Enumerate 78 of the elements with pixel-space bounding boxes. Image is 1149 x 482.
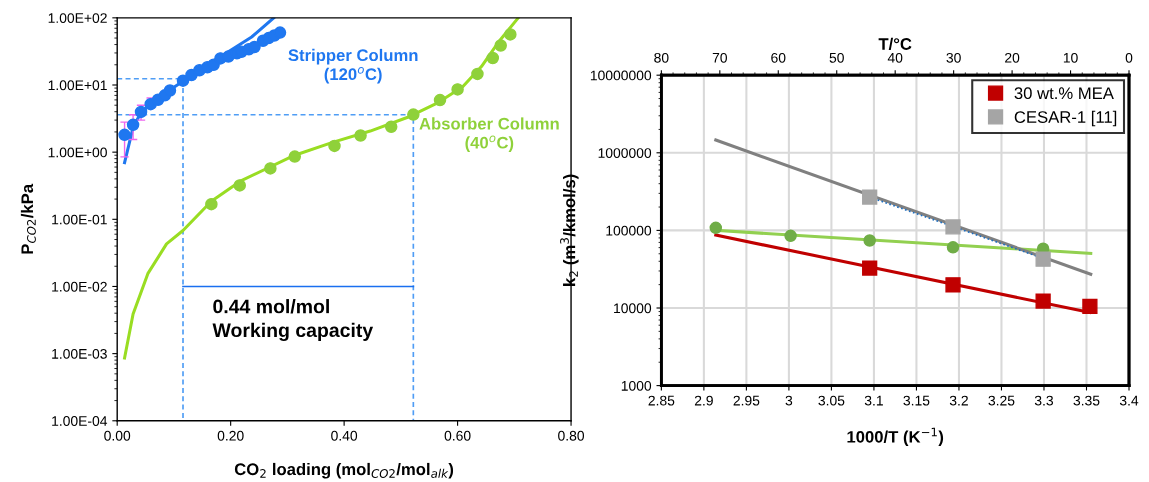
y-axis-title: P$_{CO2}$/kPa xyxy=(20,183,36,254)
point xyxy=(862,260,878,276)
y-tick-label: 1.00E+00 xyxy=(48,147,107,158)
y-tick-label: 1.00E+02 xyxy=(48,13,107,23)
point xyxy=(273,26,287,39)
point xyxy=(451,83,464,96)
point xyxy=(433,93,447,107)
y-tick-label: 10000 xyxy=(614,303,652,314)
x2-tick-label: 70 xyxy=(712,52,727,63)
x2-axis-title: T/°C xyxy=(878,37,912,51)
point xyxy=(945,277,961,293)
point xyxy=(504,28,517,41)
point xyxy=(264,162,277,175)
x2-tick-label: 40 xyxy=(887,52,903,63)
y-tick-label: 10000000 xyxy=(590,70,652,81)
point xyxy=(126,118,140,132)
x-tick-label: 3.2 xyxy=(949,395,968,406)
point xyxy=(784,229,797,243)
legend-label: CESAR-1 [11] xyxy=(1014,110,1117,127)
x-tick-label: 0.00 xyxy=(104,430,131,441)
point xyxy=(945,219,961,235)
y-tick-label: 1.00E+01 xyxy=(48,80,107,91)
y-tick-label: 1000 xyxy=(621,380,652,391)
x-tick-label: 3.15 xyxy=(903,395,930,406)
x-tick-label: 3.1 xyxy=(864,395,883,406)
x-axis-title: 1000/T (K$^{−1}$) xyxy=(847,427,944,447)
x2-tick-label: 20 xyxy=(1005,52,1020,63)
point xyxy=(407,108,420,121)
point xyxy=(1035,251,1051,267)
series-label: Absorber Column (40$^{o}$C) xyxy=(419,117,559,152)
x-tick-label: 2.85 xyxy=(648,395,675,406)
y-tick-label: 100000 xyxy=(606,225,652,236)
x-tick-label: 0.80 xyxy=(558,430,585,441)
point xyxy=(471,67,484,81)
y-tick-label: 1.00E-01 xyxy=(52,214,107,225)
point xyxy=(384,120,398,133)
point xyxy=(709,221,723,235)
x2-tick-label: 30 xyxy=(946,52,961,63)
point xyxy=(328,139,341,153)
x-tick-label: 2.95 xyxy=(733,395,760,406)
point xyxy=(233,179,246,192)
x-tick-label: 3.3 xyxy=(1034,395,1054,406)
y-tick-label: 1.00E-02 xyxy=(52,281,107,292)
x-axis-title: CO$_{2}$ loading (mol$_{CO2}$/mol$_{alk}$) xyxy=(234,462,454,479)
x2-tick-label: 10 xyxy=(1063,52,1078,63)
y-tick-label: 1.00E-03 xyxy=(52,348,107,359)
y-tick-label: 1000000 xyxy=(598,148,652,158)
x-tick-label: 0.40 xyxy=(331,430,358,441)
annotation: 0.44 mol/mol Working capacity xyxy=(212,299,374,342)
x-tick-label: 2.9 xyxy=(694,395,713,406)
x-tick-label: 3.35 xyxy=(1073,395,1100,406)
point xyxy=(163,84,177,97)
x-tick-label: 3.05 xyxy=(818,395,845,406)
x-tick-label: 0.20 xyxy=(217,430,244,441)
point xyxy=(1035,293,1051,309)
x-tick-label: 3 xyxy=(785,395,793,406)
point xyxy=(494,39,507,52)
x2-tick-label: 50 xyxy=(829,52,844,63)
y-axis-title: k$_{2}$ (m$^{3}$/kmol/s) xyxy=(560,174,579,286)
x2-tick-label: 60 xyxy=(771,52,786,63)
series-label: Stripper Column (120$^{o}$C) xyxy=(288,48,418,84)
point xyxy=(946,241,960,254)
legend-label: 30 wt.% MEA xyxy=(1014,87,1114,100)
point xyxy=(354,129,367,142)
point xyxy=(205,197,218,211)
x-tick-label: 3.25 xyxy=(988,395,1015,406)
y-tick-label: 1.00E-04 xyxy=(52,416,108,426)
point xyxy=(118,128,131,142)
point xyxy=(1082,298,1098,314)
point xyxy=(248,40,261,54)
point xyxy=(288,150,302,163)
x2-tick-label: 0 xyxy=(1125,52,1133,63)
x-tick-label: 3.4 xyxy=(1119,395,1139,406)
x2-tick-label: 80 xyxy=(654,52,669,63)
point xyxy=(862,189,878,205)
x-tick-label: 0.60 xyxy=(444,430,471,441)
point xyxy=(863,234,876,247)
point xyxy=(486,51,500,65)
